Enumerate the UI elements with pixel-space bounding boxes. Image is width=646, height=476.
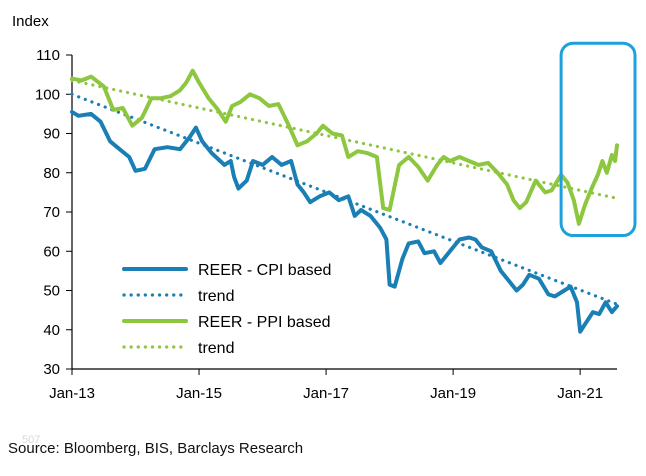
series-line-trend-1: [70, 92, 619, 306]
series-line-reer-2: [70, 68, 619, 226]
legend-label: REER - PPI based: [198, 314, 331, 331]
series-layer: [70, 68, 619, 334]
highlight-box: [559, 41, 637, 238]
series-line-reer-0: [70, 109, 619, 334]
legend: REER - CPI based trend REER - PPI based tre…: [122, 262, 331, 357]
y-tick-label: 70: [43, 204, 60, 221]
y-tick-label: 100: [35, 86, 60, 103]
y-ticks: 30 40 50 60 70 80 90 100 110: [35, 47, 72, 378]
y-tick-label: 60: [43, 243, 60, 260]
y-tick-label: 110: [36, 47, 60, 64]
y-axis-label: Index: [12, 13, 49, 30]
y-tick-label: 50: [43, 283, 60, 300]
y-tick-label: 40: [43, 322, 60, 339]
x-ticks: Jan-13 Jan-15 Jan-17 Jan-19 Jan-21: [49, 369, 603, 402]
y-tick-label: 30: [43, 361, 60, 378]
series-line-trend-3: [70, 78, 619, 200]
y-tick-label: 80: [43, 165, 60, 182]
x-tick-label: Jan-13: [49, 385, 95, 402]
x-tick-label: Jan-19: [430, 385, 476, 402]
x-tick-label: Jan-15: [176, 385, 222, 402]
watermark: 507: [22, 434, 41, 446]
source-note: Source: Bloomberg, BIS, Barclays Researc…: [8, 440, 304, 457]
x-tick-label: Jan-21: [557, 385, 603, 402]
legend-label: trend: [198, 340, 234, 357]
y-tick-label: 90: [43, 126, 60, 143]
x-tick-label: Jan-17: [303, 385, 349, 402]
legend-label: trend: [198, 288, 234, 305]
legend-label: REER - CPI based: [198, 262, 331, 279]
